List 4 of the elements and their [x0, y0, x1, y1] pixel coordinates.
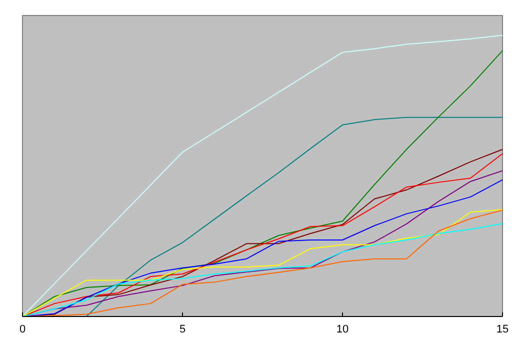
x-tick-label: 0 — [19, 324, 26, 336]
x-tick-label: 10 — [336, 324, 349, 336]
x-tick-label: 15 — [496, 324, 509, 336]
x-tick-label: 5 — [179, 324, 186, 336]
